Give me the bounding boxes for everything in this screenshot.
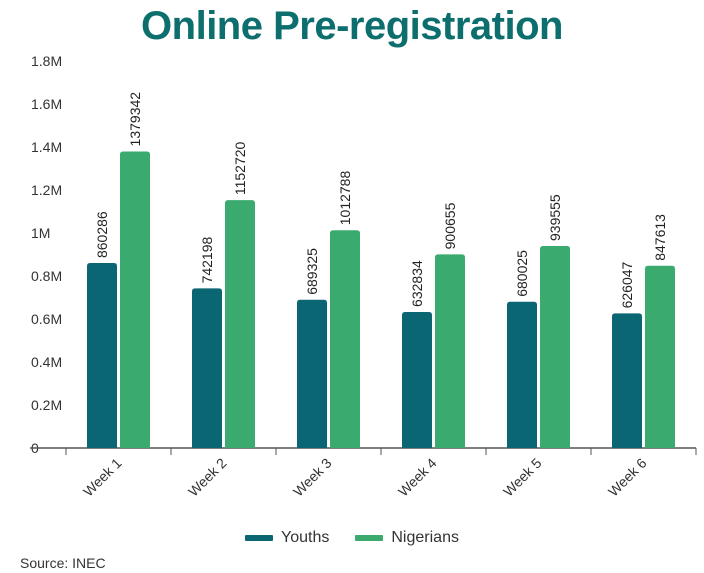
y-tick-label: 1.2M xyxy=(31,182,62,198)
bar-youths-week-1 xyxy=(87,263,117,448)
data-label-nigerians: 939555 xyxy=(547,194,563,241)
data-label-nigerians: 900655 xyxy=(442,202,458,249)
y-tick-label: 0.4M xyxy=(31,354,62,370)
y-tick-label: 1.6M xyxy=(31,96,62,112)
data-label-nigerians: 847613 xyxy=(652,214,668,261)
source-note: Source: INEC xyxy=(20,555,106,571)
x-tick-label: Week 2 xyxy=(185,455,230,500)
data-label-youths: 626047 xyxy=(619,261,635,308)
x-tick-label: Week 4 xyxy=(395,455,440,500)
y-tick-label: 1M xyxy=(31,225,50,241)
data-label-nigerians: 1379342 xyxy=(127,92,143,147)
legend-swatch-youths xyxy=(245,535,274,541)
data-label-nigerians: 1152720 xyxy=(232,141,248,195)
legend-item-nigerians[interactable]: Nigerians xyxy=(355,529,459,547)
y-tick-label: 1.4M xyxy=(31,139,62,155)
x-tick-label: Week 1 xyxy=(80,455,125,500)
legend: Youths Nigerians xyxy=(0,529,704,547)
data-label-youths: 742198 xyxy=(199,236,215,283)
bar-youths-week-5 xyxy=(507,301,537,448)
bar-nigerians-week-6 xyxy=(645,265,675,448)
bar-youths-week-4 xyxy=(402,311,432,448)
bar-nigerians-week-3 xyxy=(330,230,360,448)
legend-label-nigerians: Nigerians xyxy=(391,529,459,546)
data-label-youths: 860286 xyxy=(94,211,110,258)
bar-nigerians-week-1 xyxy=(120,151,150,448)
bar-youths-week-2 xyxy=(192,288,222,448)
x-tick-label: Week 5 xyxy=(500,455,545,500)
y-tick-label: 0.2M xyxy=(31,397,62,413)
legend-item-youths[interactable]: Youths xyxy=(245,529,329,547)
y-tick-label: 1.8M xyxy=(31,53,62,69)
data-label-youths: 680025 xyxy=(514,250,530,297)
x-tick-label: Week 3 xyxy=(290,455,335,500)
data-label-youths: 632834 xyxy=(409,260,425,307)
x-tick-label: Week 6 xyxy=(605,455,650,500)
data-label-youths: 689325 xyxy=(304,248,320,295)
bar-youths-week-6 xyxy=(612,313,642,448)
y-tick-label: 0.8M xyxy=(31,268,62,284)
data-label-nigerians: 1012788 xyxy=(337,171,353,226)
bar-nigerians-week-4 xyxy=(435,254,465,448)
legend-swatch-nigerians xyxy=(355,535,384,541)
bar-nigerians-week-2 xyxy=(225,200,255,448)
legend-label-youths: Youths xyxy=(281,529,330,546)
bar-youths-week-3 xyxy=(297,299,327,448)
chart-title: Online Pre-registration xyxy=(141,4,563,48)
bar-nigerians-week-5 xyxy=(540,245,570,448)
y-tick-label: 0.6M xyxy=(31,311,62,327)
